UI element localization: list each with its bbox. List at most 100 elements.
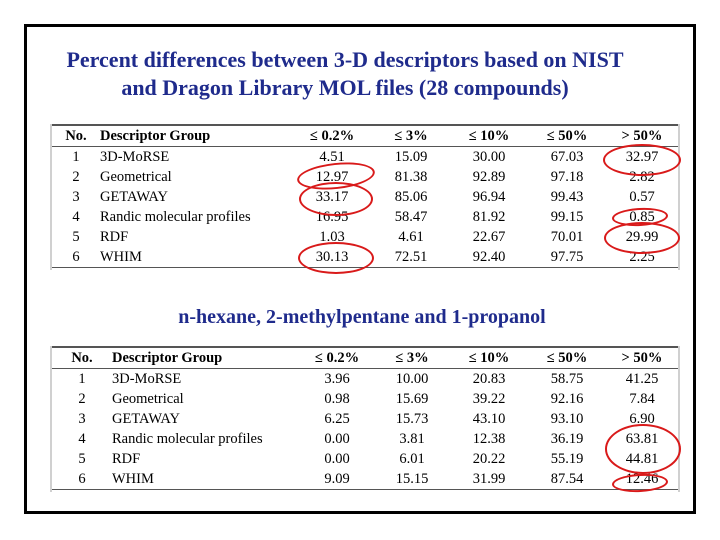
cell-group: 3D-MoRSE [100, 149, 170, 165]
table-header-row: No. Descriptor Group ≤ 0.2% ≤ 3% ≤ 10% ≤… [52, 125, 678, 147]
cell-value: 55.19 [550, 451, 584, 467]
header-le-0-2: ≤ 0.2% [300, 347, 374, 369]
cell-no: 1 [78, 371, 86, 387]
table-row: 2 Geometrical 0.98 15.69 39.22 92.16 7.8… [52, 389, 678, 409]
cell-no: 6 [52, 469, 112, 490]
cell-value: 93.10 [550, 411, 584, 427]
cell-value: 15.69 [395, 391, 429, 407]
highlight-ring-table1-rdf-gt50 [604, 222, 680, 254]
table-row: 3 GETAWAY 6.25 15.73 43.10 93.10 6.90 [52, 409, 678, 429]
cell-no: 5 [78, 451, 86, 467]
cell-no: 3 [78, 411, 86, 427]
highlight-ring-table1-whim-le02 [298, 242, 374, 274]
table-hexane-propanol: No. Descriptor Group ≤ 0.2% ≤ 3% ≤ 10% ≤… [52, 346, 678, 490]
cell-group: Geometrical [100, 169, 172, 185]
cell-value: 36.19 [550, 431, 584, 447]
cell-value: 97.18 [550, 169, 584, 185]
cell-no: 3 [72, 189, 80, 205]
header-descriptor-group: Descriptor Group [112, 347, 300, 369]
highlight-ring-table1-3d-morse-gt50 [603, 144, 681, 176]
table2-shade-left [50, 346, 52, 492]
cell-value: 4.51 [319, 149, 345, 165]
section-subtitle: n-hexane, 2-methylpentane and 1-propanol [178, 306, 546, 328]
cell-value: 81.92 [472, 209, 506, 225]
cell-value: 39.22 [472, 391, 506, 407]
header-no: No. [52, 347, 112, 369]
cell-group: 3D-MoRSE [112, 371, 182, 387]
cell-value: 15.09 [394, 149, 428, 165]
cell-value: 97.75 [528, 247, 606, 268]
cell-no: 1 [72, 149, 80, 165]
cell-value: 81.38 [394, 169, 428, 185]
cell-value: 96.94 [472, 189, 506, 205]
cell-value: 85.06 [394, 189, 428, 205]
cell-group: WHIM [112, 469, 300, 490]
cell-value: 12.46 [606, 469, 678, 490]
cell-value: 43.10 [472, 411, 506, 427]
table-nist-dragon: No. Descriptor Group ≤ 0.2% ≤ 3% ≤ 10% ≤… [52, 124, 678, 268]
cell-group: GETAWAY [100, 189, 169, 205]
title-line-1: Percent differences between 3-D descript… [66, 47, 624, 72]
cell-no: 4 [78, 431, 86, 447]
table-row: 5 RDF 1.03 4.61 22.67 70.01 29.99 [52, 227, 678, 247]
cell-value: 20.83 [472, 371, 506, 387]
cell-group: GETAWAY [112, 411, 181, 427]
cell-value: 1.03 [319, 229, 345, 245]
cell-value: 92.16 [550, 391, 584, 407]
cell-value: 0.00 [324, 431, 350, 447]
cell-value: 7.84 [629, 391, 655, 407]
header-le-10: ≤ 10% [450, 347, 528, 369]
cell-value: 72.51 [372, 247, 450, 268]
cell-value: 31.99 [450, 469, 528, 490]
cell-value: 12.97 [315, 169, 349, 185]
cell-no: 6 [52, 247, 100, 268]
cell-value: 99.43 [550, 189, 584, 205]
cell-value: 70.01 [550, 229, 584, 245]
cell-value: 58.47 [394, 209, 428, 225]
header-le-3: ≤ 3% [372, 125, 450, 147]
table1-shade-left [50, 124, 52, 270]
header-le-10: ≤ 10% [450, 125, 528, 147]
cell-value: 0.57 [629, 189, 655, 205]
title-line-2: and Dragon Library MOL files (28 compoun… [121, 75, 569, 100]
cell-value: 6.01 [399, 451, 425, 467]
header-le-3: ≤ 3% [374, 347, 450, 369]
cell-group: Geometrical [112, 391, 184, 407]
cell-value: 0.85 [629, 209, 655, 225]
cell-value: 9.09 [300, 469, 374, 490]
cell-value: 22.67 [472, 229, 506, 245]
highlight-ring-table2-randic-rdf-gt50 [605, 424, 681, 474]
cell-value: 67.03 [550, 149, 584, 165]
highlight-ring-table1-getaway-le02 [299, 182, 373, 216]
cell-value: 6.25 [324, 411, 350, 427]
cell-value: 3.96 [324, 371, 350, 387]
cell-value: 99.15 [550, 209, 584, 225]
slide-title: Percent differences between 3-D descript… [27, 46, 663, 102]
header-descriptor-group: Descriptor Group [100, 125, 292, 147]
table-row: 4 Randic molecular profiles 0.00 3.81 12… [52, 429, 678, 449]
cell-value: 12.38 [472, 431, 506, 447]
header-le-0-2: ≤ 0.2% [292, 125, 372, 147]
cell-value: 41.25 [625, 371, 659, 387]
header-le-50: ≤ 50% [528, 347, 606, 369]
cell-value: 92.89 [472, 169, 506, 185]
cell-value: 10.00 [395, 371, 429, 387]
table-row: 2 Geometrical 12.97 81.38 92.89 97.18 2.… [52, 167, 678, 187]
cell-value: 0.00 [324, 451, 350, 467]
cell-no: 5 [72, 229, 80, 245]
cell-value: 87.54 [528, 469, 606, 490]
cell-no: 2 [78, 391, 86, 407]
cell-value: 3.81 [399, 431, 425, 447]
table1-shade-right [678, 124, 680, 270]
header-le-50: ≤ 50% [528, 125, 606, 147]
cell-value: 15.73 [395, 411, 429, 427]
cell-value: 15.15 [374, 469, 450, 490]
header-gt-50: > 50% [606, 347, 678, 369]
table-header-row: No. Descriptor Group ≤ 0.2% ≤ 3% ≤ 10% ≤… [52, 347, 678, 369]
header-no: No. [52, 125, 100, 147]
table-row: 5 RDF 0.00 6.01 20.22 55.19 44.81 [52, 449, 678, 469]
cell-value: 30.00 [472, 149, 506, 165]
cell-value: 0.98 [324, 391, 350, 407]
cell-no: 4 [72, 209, 80, 225]
cell-value: 92.40 [450, 247, 528, 268]
